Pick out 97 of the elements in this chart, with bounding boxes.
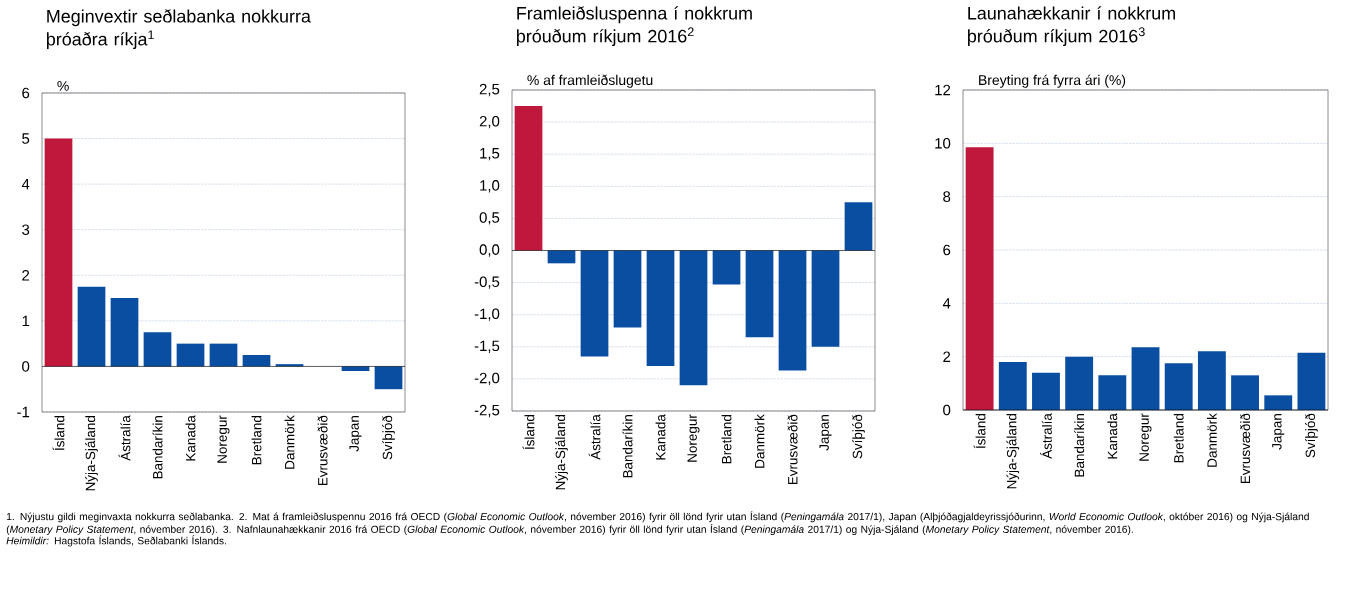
bar bbox=[1231, 375, 1259, 410]
bar bbox=[679, 250, 708, 386]
bar bbox=[1164, 363, 1193, 410]
bar bbox=[1264, 395, 1293, 410]
chart-title: Meginvextir seðlabanka nokkurra þróaðra ríkja$^{1}$ bbox=[47, 9, 311, 50]
y-tick-label: 2 bbox=[22, 270, 30, 281]
x-tick-label: Evrusvæðið bbox=[787, 414, 798, 485]
bar bbox=[242, 355, 271, 367]
y-tick-label: 0,5 bbox=[479, 212, 500, 225]
y-tick-label: 10 bbox=[935, 138, 951, 149]
bar bbox=[712, 250, 741, 285]
bar bbox=[209, 343, 238, 367]
x-tick-label: Japan bbox=[819, 415, 832, 451]
bar bbox=[77, 286, 106, 367]
text: 1. Nýjustu gildi meginvaxta nokkurra seðlabanka. 2. Mat á framleiðsluspennu 2016 frá OECD (Global Economic Outlook, nóvember 2016) fyrir öll lönd fyrir utan Ísland (Peningamála 2017/1), Japan (Alþjóðagjaldeyrissjóðurinn, World Economic Outlook, október 2016) og Nýja-Sjáland (Monetary Policy Statement, nóvember 2016). 3. Nafnlaunahækkanir 2016 frá OECD (Global Economic Outlook, nóvember 2016) fyrir öll lönd fyrir utan Ísland (Peningamála 2017/1) og Nýja-Sjáland (Monetary Policy Statement, nóvember 2016). bbox=[6, 511, 1309, 535]
bar bbox=[110, 298, 139, 367]
y-tick-label: -2,5 bbox=[474, 404, 500, 418]
bar bbox=[176, 343, 205, 367]
bar bbox=[998, 362, 1027, 410]
x-tick-label: Ísland bbox=[522, 415, 535, 450]
x-tick-label: Bretland bbox=[721, 415, 732, 464]
x-tick-label: Svíþjóð bbox=[382, 415, 395, 460]
bar bbox=[44, 138, 73, 367]
x-tick-label: Noregur bbox=[217, 415, 230, 463]
y-tick-label: 1 bbox=[22, 315, 30, 326]
x-tick-label: Ísland bbox=[973, 414, 986, 449]
y-tick-label: 4 bbox=[942, 298, 951, 309]
x-tick-label: Nýja-Sjáland bbox=[1006, 414, 1020, 489]
bar bbox=[778, 250, 807, 371]
x-tick-label: Nýja-Sjáland bbox=[555, 415, 568, 490]
y-tick-label: 6 bbox=[22, 87, 30, 99]
x-tick-label: Danmörk bbox=[1206, 413, 1217, 467]
bar bbox=[143, 332, 172, 367]
x-tick-label: Svíþjóð bbox=[1305, 413, 1318, 458]
y-tick-label: 0,0 bbox=[479, 244, 500, 257]
chart-title: Launahækkanir í nokkrum þróuðum ríkjum 2016$^{3}$ bbox=[968, 6, 1175, 47]
text: Heimildir: Hagstofa Íslands, Seðlabanki Íslands. bbox=[6, 535, 226, 547]
bar bbox=[844, 202, 873, 251]
x-tick-label: Japan bbox=[349, 416, 362, 452]
y-tick-label: 4 bbox=[21, 179, 30, 190]
x-tick-label: Bretland bbox=[251, 416, 262, 465]
y-tick-label: -0,5 bbox=[474, 276, 500, 289]
y-tick-label: 12 bbox=[935, 84, 951, 96]
x-tick-label: Bandaríkin bbox=[622, 415, 633, 478]
bar bbox=[646, 250, 675, 367]
x-tick-label: Svíþjóð bbox=[852, 414, 865, 459]
x-tick-label: Danmörk bbox=[284, 415, 295, 469]
y-tick-label: -1,5 bbox=[474, 340, 500, 353]
bar bbox=[811, 250, 840, 347]
y-tick-label: -1,0 bbox=[474, 308, 500, 321]
chart-title: Framleiðsluspenna í nokkrum þróuðum ríkjum 2016$^{2}$ bbox=[517, 6, 752, 47]
y-tick-label: 2 bbox=[943, 351, 951, 362]
x-tick-label: Ástralía bbox=[1040, 413, 1052, 459]
bar bbox=[374, 366, 403, 390]
y-tick-label: 6 bbox=[943, 244, 951, 256]
x-tick-label: Nýja-Sjáland bbox=[85, 416, 98, 491]
x-tick-label: Ísland bbox=[52, 416, 65, 451]
bar bbox=[965, 147, 994, 410]
x-tick-label: Evrusvæðið bbox=[1240, 413, 1251, 484]
y-axis-title: % af framleiðslugetu bbox=[527, 74, 653, 88]
x-tick-label: Danmörk bbox=[754, 414, 765, 468]
bar bbox=[547, 250, 576, 264]
bar bbox=[580, 250, 609, 357]
bar bbox=[514, 106, 543, 251]
x-tick-label: Kanada bbox=[655, 414, 666, 460]
y-axis-title: Breyting frá fyrra ári (%) bbox=[979, 74, 1126, 88]
x-tick-label: Evrusvæðið bbox=[317, 415, 328, 486]
x-tick-label: Noregur bbox=[1139, 413, 1152, 461]
bar bbox=[1032, 372, 1060, 410]
y-tick-label: 1,0 bbox=[480, 180, 500, 193]
y-tick-label: 2,5 bbox=[479, 83, 500, 97]
y-tick-label: 2,0 bbox=[479, 115, 500, 129]
x-tick-label: Bandaríkin bbox=[1074, 414, 1085, 477]
y-tick-label: 8 bbox=[943, 191, 951, 202]
x-tick-label: Ástralía bbox=[588, 414, 601, 460]
y-tick-label: 1,5 bbox=[480, 148, 500, 161]
y-tick-label: 0 bbox=[22, 361, 30, 372]
bar bbox=[613, 250, 642, 328]
y-tick-label: 5 bbox=[22, 133, 30, 144]
x-tick-label: Noregur bbox=[687, 414, 700, 462]
bar bbox=[1197, 351, 1226, 410]
bar bbox=[1131, 347, 1160, 410]
y-tick-label: 3 bbox=[22, 224, 30, 235]
bar bbox=[1297, 352, 1326, 410]
x-tick-label: Japan bbox=[1272, 414, 1285, 450]
bar bbox=[1098, 375, 1127, 410]
y-tick-label: 0 bbox=[943, 404, 951, 416]
bar bbox=[1065, 356, 1094, 410]
x-tick-label: Bandaríkin bbox=[152, 416, 163, 479]
y-tick-label: -1 bbox=[17, 406, 30, 418]
x-tick-label: Bretland bbox=[1173, 414, 1184, 463]
bar bbox=[745, 250, 774, 338]
y-axis-title: % bbox=[57, 81, 69, 91]
y-tick-label: -2,0 bbox=[474, 372, 500, 386]
x-tick-label: Kanada bbox=[185, 415, 196, 461]
x-tick-label: Kanada bbox=[1107, 413, 1118, 459]
x-tick-label: Ástralía bbox=[118, 415, 131, 461]
